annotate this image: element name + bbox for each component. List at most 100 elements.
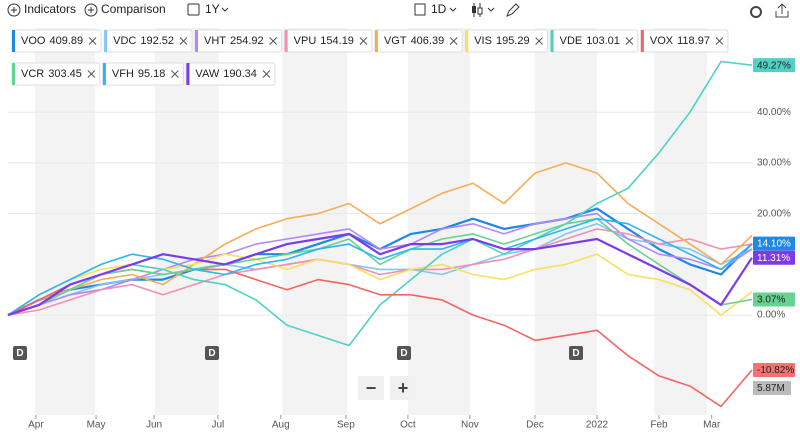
zoom-button[interactable]	[358, 376, 384, 400]
x-tick-label: Sep	[337, 420, 355, 431]
legend-chip[interactable]: VPU 154.19	[284, 29, 373, 53]
legend-price: 254.92	[230, 35, 264, 47]
legend-price: 190.34	[223, 68, 257, 80]
legend-price: 95.18	[138, 68, 166, 80]
settings-icon[interactable]	[750, 6, 762, 18]
price-badge-label: 14.10%	[757, 239, 791, 250]
interval-icon[interactable]	[414, 3, 426, 16]
dividend-marker[interactable]	[397, 346, 411, 360]
calendar-icon[interactable]	[187, 3, 200, 16]
x-tick-label: Feb	[650, 420, 668, 431]
series-line	[7, 228, 753, 316]
chip-swatch	[640, 30, 644, 52]
candle-body	[472, 6, 476, 13]
volume-badge	[753, 381, 791, 395]
comparison-plus	[88, 7, 94, 13]
price-badge	[753, 58, 795, 73]
chip-swatch	[102, 63, 106, 85]
zoom-label: +	[398, 378, 409, 398]
indicators-button[interactable]: Indicators	[24, 2, 76, 16]
legend-chip[interactable]: VAW 190.34	[185, 62, 276, 86]
legend-chip[interactable]: VOO 409.89	[11, 29, 102, 53]
chip-remove[interactable]	[179, 37, 188, 45]
legend-price: 103.01	[586, 35, 620, 47]
legend-chip[interactable]: VIS 195.29	[464, 29, 549, 53]
chip-remove[interactable]	[171, 70, 179, 78]
month-band	[407, 28, 470, 415]
range-caret	[221, 7, 229, 12]
dividend-marker[interactable]	[569, 346, 583, 360]
zoom-button[interactable]	[390, 376, 416, 400]
legend-name: VPU	[294, 35, 317, 47]
legend-price: 195.29	[496, 35, 530, 47]
chip-swatch	[104, 30, 108, 52]
chip-remove[interactable]	[449, 37, 458, 45]
price-badge-label: 3.07%	[757, 295, 785, 306]
x-tick-label: Nov	[461, 420, 479, 431]
legend-chip[interactable]: VCR 303.45	[11, 62, 101, 86]
y-tick-label: 40.00%	[757, 107, 791, 118]
price-badge	[753, 236, 795, 251]
chip-remove[interactable]	[262, 70, 271, 78]
chip-swatch	[186, 63, 190, 85]
dividend-marker-label: D	[16, 348, 23, 359]
interval-button[interactable]: 1D	[431, 2, 447, 16]
chip-remove[interactable]	[535, 37, 543, 45]
chip-remove[interactable]	[359, 37, 368, 45]
chip-swatch	[550, 30, 554, 52]
legend-chip[interactable]: VHT 254.92	[194, 29, 283, 53]
x-tick-label: Jul	[211, 420, 224, 431]
series-line	[7, 60, 753, 347]
price-badge-label: 49.27%	[757, 60, 791, 71]
x-tick-label: 2022	[586, 420, 609, 431]
legend-name: VDE	[560, 35, 583, 47]
legend-name: VDC	[113, 35, 136, 47]
legend-name: VOX	[650, 35, 674, 47]
volume-label: 5.87M	[757, 383, 785, 394]
price-badge	[753, 292, 795, 307]
legend-chip[interactable]: VOX 118.97	[640, 29, 729, 53]
legend-name: VOO	[21, 35, 46, 47]
dividend-marker[interactable]	[205, 346, 219, 360]
chip-swatch	[284, 30, 288, 52]
series-line	[7, 217, 753, 316]
range-button[interactable]: 1Y	[205, 2, 220, 16]
candle-body	[477, 7, 483, 15]
x-tick-label: Dec	[526, 420, 544, 431]
legend-name: VAW	[195, 68, 219, 80]
legend-name: VGT	[384, 35, 407, 47]
share-icon[interactable]	[775, 3, 789, 18]
chip-remove[interactable]	[625, 37, 634, 45]
legend-name: VCR	[21, 68, 44, 80]
chip-remove[interactable]	[715, 37, 724, 45]
dividend-marker[interactable]	[13, 346, 27, 360]
dividend-marker-label: D	[400, 348, 407, 359]
chip-swatch	[12, 30, 15, 52]
comparison-button[interactable]: Comparison	[101, 2, 166, 16]
dividend-marker-label: D	[572, 348, 579, 359]
x-tick-label: May	[87, 420, 106, 431]
chip-remove[interactable]	[87, 70, 96, 78]
chip-remove[interactable]	[88, 37, 97, 45]
legend-chip[interactable]: VFH 95.18	[102, 62, 184, 86]
legend-name: VHT	[204, 35, 226, 47]
legend-chip[interactable]: VGT 406.39	[374, 29, 463, 53]
legend-chip[interactable]: VDC 192.52	[103, 29, 193, 53]
indicators-icon[interactable]	[7, 3, 21, 17]
chip-remove[interactable]	[269, 37, 278, 45]
comparison-icon[interactable]	[84, 3, 98, 17]
legend-chip[interactable]: VDE 103.01	[550, 29, 639, 53]
chart-type-caret	[487, 7, 495, 12]
price-badge-label: -10.82%	[757, 365, 794, 376]
series-line	[7, 162, 753, 316]
legend-price: 118.97	[677, 35, 710, 47]
series-line	[7, 217, 753, 316]
y-tick-label: 20.00%	[757, 208, 791, 219]
x-tick-label: Apr	[28, 420, 44, 431]
price-badge	[753, 362, 795, 377]
month-band	[282, 28, 348, 415]
legend-price: 406.39	[411, 35, 445, 47]
draw-icon[interactable]	[506, 3, 520, 17]
month-band	[654, 28, 708, 415]
toolbar: Indicators Comparison 1Y 1D	[7, 2, 789, 18]
